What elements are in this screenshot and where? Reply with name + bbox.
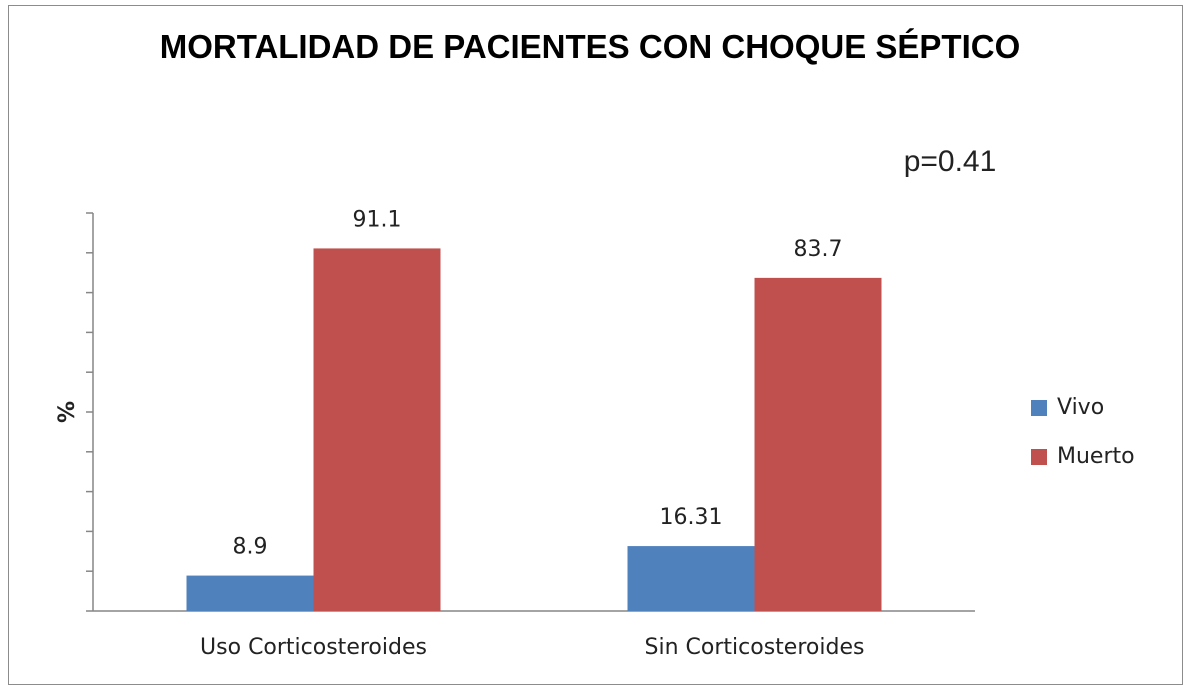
bar (627, 546, 755, 611)
legend-swatch (1031, 449, 1047, 465)
legend-swatch (1031, 400, 1047, 416)
value-label: 8.9 (233, 535, 268, 560)
legend-label: Vivo (1057, 395, 1104, 420)
x-tick-label: Sin Corticosteroides (645, 635, 865, 660)
bar (313, 248, 441, 611)
value-label: 16.31 (660, 505, 723, 530)
y-axis-label: % (55, 401, 80, 423)
value-label: 91.1 (353, 207, 402, 232)
legend-label: Muerto (1057, 444, 1135, 469)
value-label: 83.7 (794, 237, 843, 262)
x-tick-label: Uso Corticosteroides (200, 635, 427, 660)
chart-title: MORTALIDAD DE PACIENTES CON CHOQUE SÉPTI… (159, 28, 1021, 65)
annotation: p=0.41 (904, 145, 997, 178)
bar (754, 277, 882, 611)
bar (186, 575, 314, 611)
